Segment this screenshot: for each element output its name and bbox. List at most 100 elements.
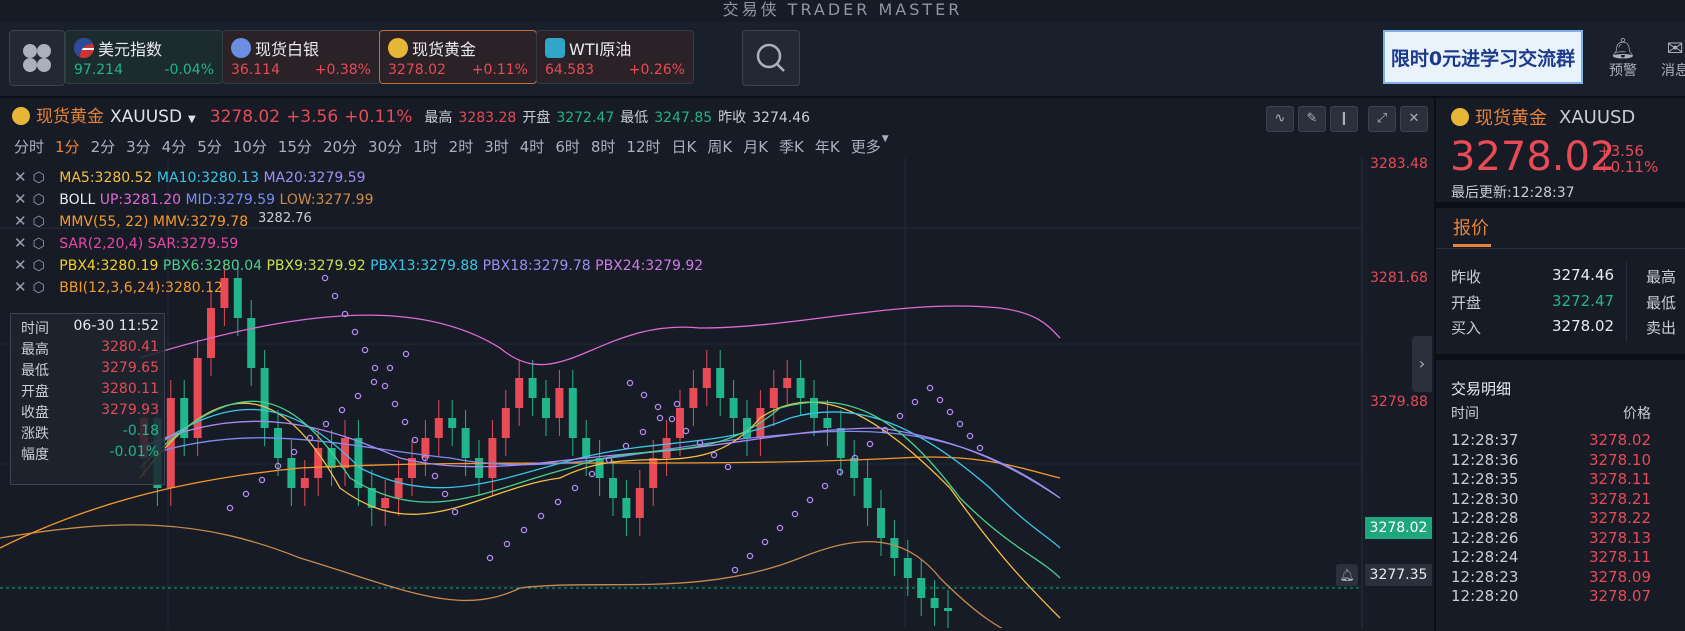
collapse-icon[interactable]: ⤢: [1368, 106, 1396, 132]
trade-row: 12:28:37 3278.02: [1451, 431, 1651, 449]
trade-price: 3278.02: [1588, 431, 1651, 449]
symbol-pct: +0.11%: [344, 107, 413, 127]
period-tab[interactable]: 8时: [590, 138, 616, 156]
candle-body: [930, 598, 939, 608]
period-tab[interactable]: 分时: [14, 138, 45, 156]
expand-panel-icon[interactable]: ›: [1412, 336, 1432, 392]
tooltip-open: 3280.11: [101, 381, 159, 397]
remove-icon[interactable]: ✕: [14, 256, 27, 274]
caret-down-icon[interactable]: ▼: [881, 134, 889, 144]
ticker-wti[interactable]: WTI原油 64.583 +0.26%: [536, 30, 694, 84]
low-label: 最低: [620, 110, 649, 126]
period-tab[interactable]: 2分: [90, 138, 116, 156]
promo-banner[interactable]: 限时0元进学习交流群: [1383, 30, 1583, 84]
settings-icon[interactable]: ⬡: [32, 236, 45, 252]
sar-dot: [258, 476, 266, 484]
settings-icon[interactable]: ⬡: [32, 280, 45, 296]
remove-icon[interactable]: ✕: [14, 234, 27, 252]
candle-body: [300, 478, 309, 488]
period-tab[interactable]: 15分: [277, 138, 312, 156]
period-tab[interactable]: 1分: [55, 138, 80, 156]
trade-time: 12:28:37: [1451, 431, 1519, 449]
tooltip-label: 涨跌: [21, 426, 49, 442]
candle-body: [903, 558, 912, 578]
sar-dot: [401, 418, 409, 426]
sar-dot: [640, 391, 648, 399]
high-value: 3283.28: [458, 110, 517, 126]
sar-dot: [746, 552, 754, 560]
sar-dot: [537, 512, 545, 520]
sar-dot: [441, 490, 449, 498]
quote-code: XAUUSD: [1559, 106, 1636, 128]
sar-dot: [290, 448, 298, 456]
price-alert-icon[interactable]: 🔔︎: [1336, 564, 1358, 586]
period-tab[interactable]: 更多: [850, 138, 881, 156]
alert-button[interactable]: 🔔︎ 预警: [1598, 36, 1648, 80]
symbol-change: +3.56: [286, 107, 339, 127]
candle-type-icon[interactable]: ❙: [1330, 106, 1358, 132]
chevron-down-icon[interactable]: ▼: [188, 114, 196, 125]
sar-dot: [370, 378, 378, 386]
trade-time: 12:28:36: [1451, 450, 1519, 469]
period-tab[interactable]: 年K: [814, 138, 840, 156]
pbx4-value: PBX4:3280.19: [59, 258, 159, 274]
period-tab[interactable]: 日K: [671, 138, 697, 156]
period-tab[interactable]: 2时: [448, 138, 474, 156]
remove-icon[interactable]: ✕: [14, 278, 27, 296]
settings-icon[interactable]: ⬡: [32, 258, 45, 274]
search-button[interactable]: [742, 30, 800, 86]
mmv-name: MMV(55, 22): [59, 214, 149, 230]
settings-icon[interactable]: ⬡: [32, 192, 45, 208]
period-tab[interactable]: 4分: [161, 138, 187, 156]
draw-pen-icon[interactable]: ✎: [1298, 106, 1326, 132]
trade-row: 12:28:26 3278.13: [1451, 529, 1651, 547]
search-icon: [756, 43, 785, 72]
sar-dot: [331, 292, 339, 300]
candle-body: [917, 578, 926, 598]
settings-icon[interactable]: ⬡: [32, 214, 45, 230]
period-tab[interactable]: 30分: [368, 138, 403, 156]
sar-dot: [946, 408, 954, 416]
remove-icon[interactable]: ✕: [14, 212, 27, 230]
settings-icon[interactable]: ⬡: [32, 170, 45, 186]
symbol-code[interactable]: XAUUSD: [110, 107, 183, 127]
ticker-price: 36.114: [231, 62, 280, 78]
period-tab[interactable]: 季K: [779, 138, 804, 156]
candle-body: [515, 378, 524, 408]
ticker-usd-index[interactable]: 美元指数 97.214 -0.04%: [65, 30, 223, 84]
candle-body: [247, 318, 256, 368]
period-tab[interactable]: 20分: [322, 138, 358, 156]
ma5-value: MA5:3280.52: [59, 170, 153, 186]
row-label: 买入: [1451, 319, 1482, 337]
close-icon[interactable]: ✕: [1400, 106, 1428, 132]
candle-body: [475, 458, 483, 478]
period-tab[interactable]: 周K: [707, 138, 733, 156]
period-tab[interactable]: 6时: [555, 138, 580, 156]
trades-title: 交易明细: [1451, 380, 1512, 398]
period-tab[interactable]: 月K: [743, 138, 769, 156]
period-tab[interactable]: 3时: [484, 138, 509, 156]
ticker-silver[interactable]: 现货白银 36.114 +0.38%: [222, 30, 380, 84]
candle-body: [488, 438, 497, 478]
tab-quote[interactable]: 报价: [1453, 218, 1489, 239]
message-button[interactable]: ✉ 消息: [1650, 36, 1685, 80]
quote-panel: 现货黄金 XAUUSD 3278.02 +3.56 +0.11% 最后更新:12…: [1434, 98, 1685, 631]
ticker-gold[interactable]: 现货黄金 3278.02 +0.11%: [379, 30, 537, 84]
quote-change: +3.56: [1598, 142, 1644, 160]
indicator-icon[interactable]: ∿: [1266, 106, 1294, 132]
period-tab[interactable]: 12时: [626, 138, 661, 156]
period-tab[interactable]: 1时: [413, 138, 438, 156]
candle-body: [877, 508, 885, 538]
sar-dot: [761, 538, 769, 546]
remove-icon[interactable]: ✕: [14, 190, 27, 208]
candle-body: [274, 428, 282, 458]
period-tab[interactable]: 10分: [232, 138, 267, 156]
trade-price: 3278.21: [1588, 489, 1651, 508]
period-tab[interactable]: 5分: [197, 138, 222, 156]
period-tab[interactable]: 3分: [126, 138, 151, 156]
candle-body: [796, 378, 805, 398]
remove-icon[interactable]: ✕: [14, 168, 27, 186]
menu-grid-button[interactable]: [9, 30, 65, 86]
sar-dot: [731, 566, 739, 574]
period-tab[interactable]: 4时: [519, 138, 545, 156]
